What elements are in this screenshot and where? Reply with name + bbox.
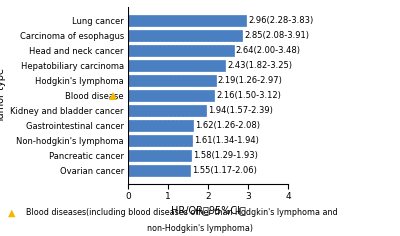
Bar [128,105,206,116]
Text: 2.96(2.28-3.83): 2.96(2.28-3.83) [248,16,314,25]
Bar [128,165,190,176]
Text: 2.19(1.26-2.97): 2.19(1.26-2.97) [218,76,282,85]
Text: 2.85(2.08-3.91): 2.85(2.08-3.91) [244,31,309,40]
Text: 1.94(1.57-2.39): 1.94(1.57-2.39) [208,106,272,115]
Bar [128,75,216,86]
Text: 2.16(1.50-3.12): 2.16(1.50-3.12) [216,91,281,100]
Text: 1.62(1.26-2.08): 1.62(1.26-2.08) [195,121,260,130]
Bar [128,120,193,131]
Text: 1.58(1.29-1.93): 1.58(1.29-1.93) [193,151,258,160]
Bar [128,45,234,56]
Bar [128,60,225,71]
Bar [128,30,242,41]
Text: 2.64(2.00-3.48): 2.64(2.00-3.48) [236,46,301,55]
Text: 2.43(1.82-3.25): 2.43(1.82-3.25) [227,61,292,70]
Bar [128,90,214,101]
Text: 1.61(1.34-1.94): 1.61(1.34-1.94) [194,136,259,145]
Y-axis label: Tumor type: Tumor type [0,68,6,123]
Text: ▲: ▲ [8,207,16,217]
X-axis label: HR/OR（95%CI）: HR/OR（95%CI） [170,205,246,215]
Bar [128,15,246,26]
Bar [128,135,192,146]
Text: non-Hodgkin's lymphoma): non-Hodgkin's lymphoma) [147,224,253,233]
Bar [128,150,191,161]
Text: Blood diseases(including blood diseases other than Hodgkin's lymphoma and: Blood diseases(including blood diseases … [26,208,338,217]
Text: 1.55(1.17-2.06): 1.55(1.17-2.06) [192,166,257,175]
